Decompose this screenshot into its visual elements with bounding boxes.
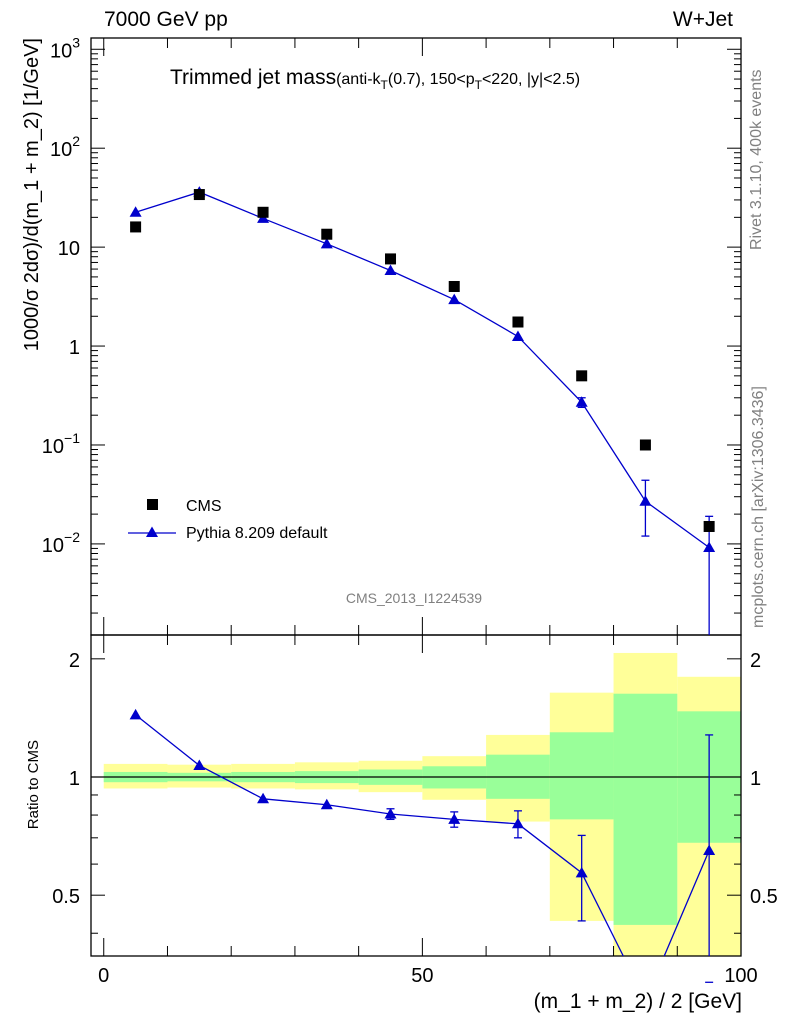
- x-tick-label: 100: [724, 965, 757, 987]
- ratio-pythia-point: [511, 817, 524, 829]
- x-tick-label: 50: [411, 965, 433, 987]
- plot-title: Trimmed jet mass(anti-kT(0.7), 150<pT<22…: [170, 66, 580, 92]
- legend-pythia-label: Pythia 8.209 default: [186, 525, 328, 542]
- main-cms-points: [130, 189, 715, 532]
- ratio-pythia-line: [135, 714, 710, 956]
- ratio-y-ticks: [91, 658, 741, 934]
- main-y-tick-label: 102: [50, 133, 80, 161]
- main-cms-point: [639, 439, 651, 451]
- ratio-pythia-point: [384, 807, 397, 819]
- main-pythia-point: [703, 541, 716, 552]
- ratio-band-inner: [103, 693, 741, 925]
- main-y-axis-label: 1000/σ 2dσ)/d(m_1 + m_2) [1/GeV]: [21, 38, 43, 351]
- main-y-tick-label: 103: [50, 34, 80, 62]
- tick-base: 1: [69, 337, 80, 359]
- main-y-tick-label: 10−1: [42, 430, 80, 458]
- legend: CMS Pythia 8.209 default: [128, 498, 328, 542]
- header-left: 7000 GeV pp: [104, 8, 228, 31]
- x-axis-label: (m_1 + m_2) / 2 [GeV]: [534, 990, 742, 1013]
- ratio-pythia-point: [448, 813, 461, 824]
- ratio-pythia-points: [129, 708, 716, 878]
- x-tick-label: 0: [98, 965, 109, 987]
- tick-exponent: −2: [64, 529, 80, 545]
- main-pythia-point: [129, 206, 142, 217]
- title-part-3: <220, |y|<2.5): [482, 71, 580, 88]
- ratio-pythia-errorbars: [386, 734, 714, 983]
- ratio-y-tick-label-left: 2: [69, 650, 80, 672]
- main-pythia-point: [511, 330, 524, 341]
- mcplots-reference-text: mcplots.cern.ch [arXiv:1306.3436]: [750, 386, 767, 628]
- ratio-y-tick-label-right: 2: [750, 650, 761, 672]
- main-cms-point: [703, 520, 715, 532]
- main-pythia-line: [135, 191, 710, 549]
- title-main: Trimmed jet mass: [170, 66, 336, 89]
- main-pythia-errorbars: [577, 397, 714, 635]
- x-tick-labels: 0 50 100: [98, 965, 758, 987]
- main-pythia-point: [448, 293, 461, 305]
- main-cms-point: [257, 206, 269, 218]
- ratio-pythia-point: [129, 708, 142, 720]
- tick-base: 10: [50, 40, 72, 62]
- legend-cms-label: CMS: [186, 498, 222, 515]
- band-inner-bin: [613, 693, 678, 925]
- x-ticks: [103, 38, 742, 956]
- main-y-ticks: [91, 48, 741, 614]
- main-pythia-point: [384, 264, 397, 276]
- ratio-y-tick-label-left: 0.5: [52, 886, 80, 908]
- main-y-tick-label: 1: [69, 337, 80, 359]
- main-pythia-line-layer: [135, 191, 710, 549]
- main-y-tick-label: 10−2: [42, 529, 80, 557]
- ratio-plot-frame: [90, 634, 742, 957]
- main-cms-point: [321, 228, 333, 240]
- tick-base: 10: [58, 238, 80, 260]
- band-inner-bin: [549, 732, 614, 820]
- title-part-1: (anti-k: [336, 71, 381, 88]
- main-y-tick-label: 10: [58, 238, 80, 260]
- tick-exponent: −1: [64, 430, 80, 446]
- legend-cms-marker: [147, 499, 158, 510]
- legend-pythia-marker: [146, 526, 158, 537]
- ratio-pythia-point: [257, 792, 270, 804]
- main-cms-point: [576, 370, 588, 382]
- ratio-pythia-line-layer: [135, 714, 710, 956]
- ratio-pythia-point: [703, 844, 716, 855]
- ratio-y-tick-label-left: 1: [69, 768, 80, 790]
- main-cms-point: [130, 221, 142, 233]
- tick-base: 10: [42, 535, 64, 557]
- ratio-pythia-point: [575, 866, 588, 878]
- tick-base: 10: [50, 139, 72, 161]
- title-part-2: (0.7), 150<p: [388, 71, 475, 88]
- main-cms-point: [448, 280, 460, 292]
- ratio-pythia-point: [320, 798, 333, 810]
- main-cms-point: [385, 253, 397, 265]
- tick-exponent: 2: [72, 133, 80, 149]
- tick-exponent: 3: [72, 34, 80, 50]
- main-plot-frame: [90, 37, 742, 636]
- analysis-watermark: CMS_2013_I1224539: [346, 590, 482, 606]
- tick-base: 10: [42, 436, 64, 458]
- ratio-y-tick-labels: 2 2 1 1 0.5 0.5: [52, 650, 778, 908]
- main-pythia-point: [639, 495, 652, 506]
- ratio-y-axis-label: Ratio to CMS: [25, 740, 42, 829]
- main-pythia-point: [575, 396, 588, 407]
- ratio-y-tick-label-right: 0.5: [750, 886, 778, 908]
- main-cms-point: [193, 189, 205, 201]
- title-sub-1: T: [381, 78, 389, 92]
- rivet-version-text: Rivet 3.1.10, 400k events: [748, 69, 765, 250]
- main-cms-point: [512, 316, 524, 328]
- ratio-y-tick-label-right: 1: [750, 768, 761, 790]
- title-sub-2: T: [475, 78, 483, 92]
- header-right: W+Jet: [673, 8, 733, 31]
- ratio-pythia-point: [193, 759, 206, 770]
- main-pythia-point: [320, 237, 333, 249]
